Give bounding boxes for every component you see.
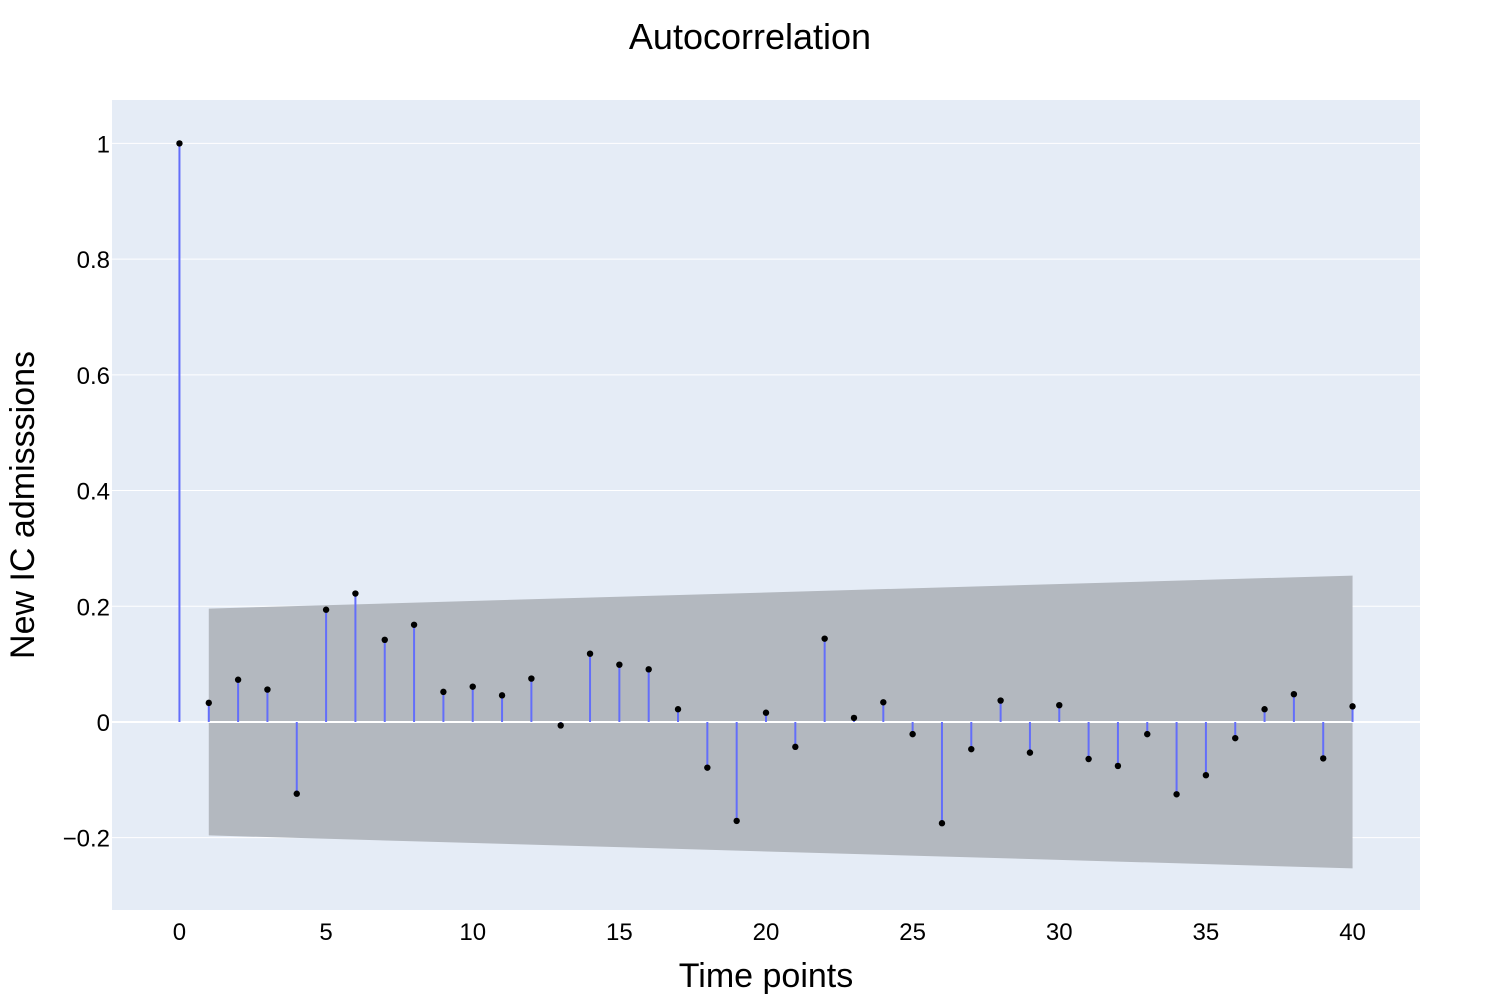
acf-marker-lag-39 (1320, 755, 1327, 762)
acf-marker-lag-16 (645, 666, 652, 673)
x-tick-label: 10 (459, 919, 486, 946)
x-tick-label: 0 (173, 919, 186, 946)
acf-marker-lag-23 (850, 714, 858, 722)
acf-marker-lag-19 (733, 817, 740, 825)
x-tick-label: 20 (753, 919, 780, 946)
y-tick-labels: −0.2 0 0.2 0.4 0.6 0.8 1 (63, 131, 110, 852)
acf-marker-lag-21 (792, 743, 799, 751)
x-axis-title: Time points (679, 957, 853, 995)
y-tick-label: 0 (97, 710, 110, 737)
acf-marker-lag-7 (381, 636, 388, 644)
acf-marker-lag-18 (704, 764, 711, 771)
acf-marker-lag-17 (674, 706, 682, 713)
acf-marker-lag-22 (821, 635, 828, 642)
y-tick-label: −0.2 (63, 826, 110, 853)
acf-marker-lag-11 (498, 692, 506, 699)
acf-marker-lag-5 (322, 606, 330, 613)
y-tick-label: 1 (97, 131, 110, 158)
acf-marker-lag-14 (586, 650, 594, 657)
stems (178, 143, 1354, 824)
acf-marker-lag-33 (1144, 730, 1151, 738)
x-tick-label: 5 (319, 919, 332, 946)
acf-marker-lag-15 (616, 661, 623, 668)
y-tick-label: 0.4 (77, 479, 110, 506)
acf-marker-lag-27 (968, 745, 975, 753)
acf-marker-lag-38 (1290, 690, 1298, 698)
acf-marker-lag-29 (1026, 749, 1034, 756)
acf-marker-lag-28 (997, 697, 1004, 704)
acf-marker-lag-6 (352, 590, 359, 597)
x-tick-label: 25 (899, 919, 926, 946)
acf-marker-lag-13 (557, 722, 564, 729)
x-tick-label: 35 (1193, 919, 1220, 946)
x-tick-labels: 0 5 10 15 20 25 30 35 40 (173, 919, 1366, 946)
acf-marker-lag-31 (1085, 755, 1092, 763)
acf-marker-lag-35 (1202, 771, 1210, 779)
acf-marker-lag-20 (762, 709, 770, 716)
y-tick-label: 0.8 (77, 247, 110, 274)
acf-marker-lag-25 (909, 730, 916, 738)
x-tick-label: 15 (606, 919, 633, 946)
y-axis-title: New IC admisssions (4, 351, 42, 659)
acf-marker-lag-32 (1114, 762, 1122, 770)
acf-marker-lag-34 (1173, 791, 1180, 798)
acf-marker-lag-40 (1349, 703, 1356, 710)
acf-marker-lag-37 (1261, 706, 1268, 713)
acf-marker-lag-12 (528, 675, 535, 682)
y-tick-label: 0.6 (77, 363, 110, 390)
x-tick-label: 40 (1339, 919, 1366, 946)
markers (176, 140, 1356, 827)
acf-marker-lag-26 (938, 820, 946, 827)
acf-marker-lag-36 (1232, 734, 1239, 742)
acf-marker-lag-3 (264, 686, 271, 693)
chart-title: Autocorrelation (629, 16, 871, 57)
acf-marker-lag-4 (293, 790, 300, 797)
acf-marker-lag-1 (205, 699, 212, 707)
acf-marker-lag-10 (469, 683, 476, 690)
acf-marker-lag-2 (234, 676, 242, 683)
acf-marker-lag-30 (1056, 701, 1063, 709)
acf-marker-lag-0 (176, 140, 183, 147)
acf-marker-lag-8 (410, 621, 418, 628)
acf-marker-lag-24 (880, 699, 887, 706)
acf-marker-lag-9 (440, 688, 447, 696)
x-tick-label: 30 (1046, 919, 1073, 946)
y-tick-label: 0.2 (77, 594, 110, 621)
